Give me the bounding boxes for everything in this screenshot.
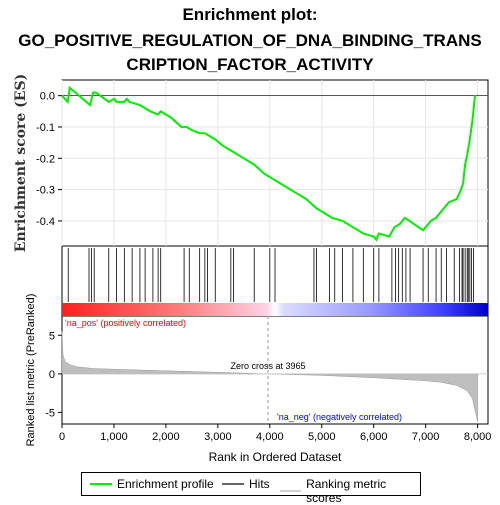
rank-y-ticks: 5 0 -5: [45, 330, 62, 419]
es-y-tick-label: -0.1: [36, 122, 55, 134]
es-y-tick-label: -0.4: [36, 216, 55, 228]
x-tick-label: 6,000: [360, 431, 388, 443]
rank-y-tick-label: -5: [45, 407, 55, 419]
legend-hits-swatch: [222, 483, 244, 485]
es-y-tick-label: -0.3: [36, 185, 55, 197]
x-tick-label: 0: [59, 431, 65, 443]
es-y-tick-label: -0.2: [36, 153, 55, 165]
rank-y-tick-label: 0: [49, 369, 55, 381]
legend-hits: Hits: [222, 477, 270, 491]
x-tick-label: 7,000: [412, 431, 440, 443]
legend-ranking: Ranking metric scores: [280, 477, 420, 505]
legend-hits-label: Hits: [249, 477, 270, 491]
x-tick-label: 4,000: [256, 431, 284, 443]
ranking-colorbar: [62, 303, 488, 316]
legend-ranking-swatch: [280, 490, 302, 492]
neg-label: 'na_neg' (negatively correlated): [277, 412, 402, 422]
rank-y-tick-label: 5: [49, 330, 55, 342]
zero-cross-label: Zero cross at 3965: [230, 361, 305, 371]
es-y-ticks: 0.0 -0.1 -0.2 -0.3 -0.4: [36, 91, 62, 228]
legend-enrichment: Enrichment profile: [90, 477, 214, 491]
hit-bars: [67, 248, 474, 302]
es-y-tick-label: 0.0: [40, 91, 55, 103]
x-tick-label: 1,000: [100, 431, 128, 443]
legend-ranking-label: Ranking metric scores: [306, 477, 387, 505]
x-axis-label: Rank in Ordered Dataset: [209, 450, 342, 464]
ranking-metric-area: [61, 331, 478, 422]
x-axis-ticks: 0 1,000 2,000 3,000 4,000 5,000 6,000 7,000 8,00…: [59, 424, 491, 443]
title-line-1: Enrichment plot:: [182, 5, 318, 24]
es-grid: [61, 80, 488, 246]
x-tick-label: 2,000: [152, 431, 180, 443]
x-tick-label: 8,000: [464, 431, 492, 443]
legend-enrichment-label: Enrichment profile: [117, 477, 214, 491]
title-line-3: CRIPTION_FACTOR_ACTIVITY: [126, 55, 374, 74]
rank-y-axis-label: Ranked list metric (PreRanked): [25, 294, 37, 447]
enrichment-profile-line: [61, 85, 476, 242]
legend-enrichment-swatch: [90, 483, 112, 485]
title-line-2: GO_POSITIVE_REGULATION_OF_DNA_BINDING_TR…: [18, 31, 482, 50]
pos-label: 'na_pos' (positively correlated): [65, 318, 186, 328]
x-tick-label: 3,000: [204, 431, 232, 443]
x-tick-label: 5,000: [308, 431, 336, 443]
es-y-axis-label: Enrichment score (ES): [13, 74, 29, 252]
legend: Enrichment profile Hits Ranking metric s…: [81, 472, 421, 505]
